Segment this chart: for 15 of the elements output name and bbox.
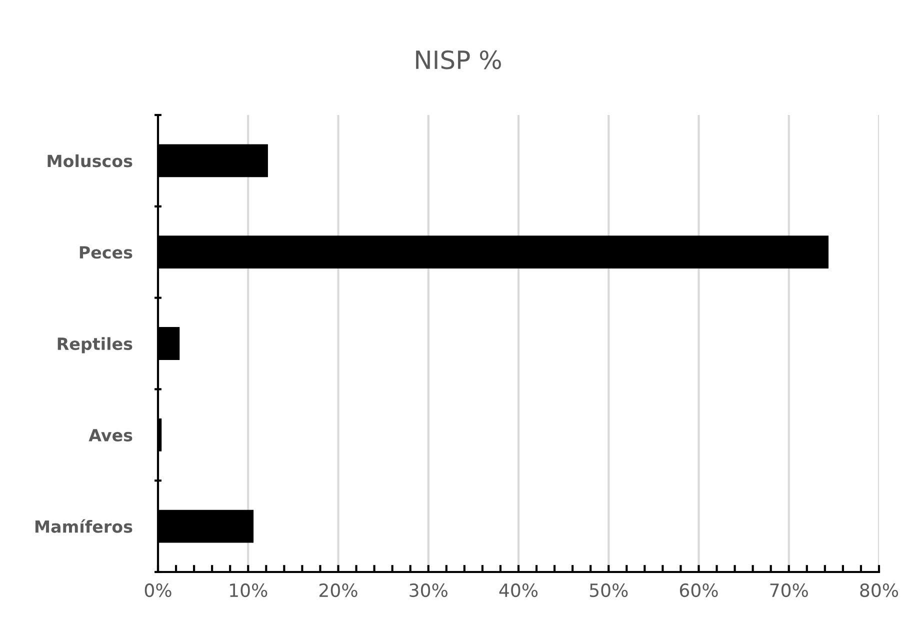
x-tick-label: 40% bbox=[499, 583, 538, 598]
y-tick-label: Reptiles bbox=[58, 337, 132, 354]
chart-title: NISP % bbox=[416, 50, 501, 70]
x-tick-label: 30% bbox=[410, 583, 448, 598]
y-tick-label: Aves bbox=[88, 429, 132, 442]
x-tick-label: 10% bbox=[230, 583, 268, 598]
y-tick-label: Mamíferos bbox=[35, 519, 132, 533]
y-tick-label: Peces bbox=[80, 246, 132, 259]
x-tick-label: 0% bbox=[144, 583, 172, 598]
x-tick-label: 70% bbox=[770, 583, 808, 598]
x-tick-label: 60% bbox=[680, 583, 718, 598]
x-tick-label: 20% bbox=[320, 583, 358, 598]
y-tick-label: Moluscos bbox=[48, 154, 132, 168]
x-tick-label: 80% bbox=[860, 583, 898, 598]
x-tick-label: 50% bbox=[590, 583, 628, 598]
